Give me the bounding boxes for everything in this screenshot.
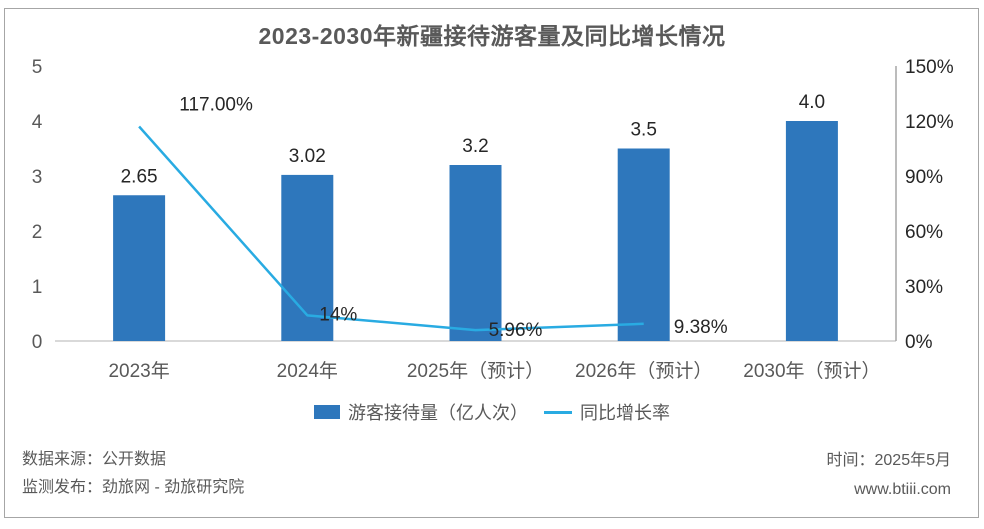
left-axis-tick: 2 xyxy=(32,222,43,243)
bar-value-label: 2.65 xyxy=(121,166,158,187)
left-axis-tick: 1 xyxy=(32,277,43,298)
growth-rate-label: 9.38% xyxy=(674,317,728,338)
bar xyxy=(617,148,670,341)
right-axis-tick: 90% xyxy=(905,167,943,188)
data-source-text: 数据来源：公开数据 xyxy=(22,451,167,468)
bar-value-label: 3.5 xyxy=(630,120,656,141)
chart-title: 2023-2030年新疆接待游客量及同比增长情况 xyxy=(258,23,726,49)
publisher-text: 监测发布：劲旅网 - 劲旅研究院 xyxy=(22,479,245,496)
legend-item-visitors: 游客接待量（亿人次） xyxy=(314,399,528,425)
x-axis-label: 2026年（预计） xyxy=(575,360,712,382)
footer-right: 时间：2025年5月 www.btiii.com xyxy=(827,446,952,504)
bar xyxy=(449,165,502,341)
legend-bar-swatch-icon xyxy=(314,405,340,419)
x-axis-label: 2024年 xyxy=(277,360,338,382)
right-axis-tick: 150% xyxy=(905,57,954,78)
left-axis-tick: 4 xyxy=(32,112,43,133)
bar xyxy=(785,121,838,341)
right-axis-tick: 30% xyxy=(905,277,943,298)
growth-rate-label: 14% xyxy=(319,304,357,325)
x-axis-label: 2025年（预计） xyxy=(407,360,544,382)
x-axis-label: 2030年（预计） xyxy=(743,360,880,382)
left-axis-tick: 0 xyxy=(32,332,43,353)
right-axis-tick: 0% xyxy=(905,332,933,353)
right-axis-tick: 120% xyxy=(905,112,954,133)
growth-line xyxy=(138,125,644,332)
website-text: www.btiii.com xyxy=(854,481,951,498)
bar-value-label: 4.0 xyxy=(799,92,825,113)
chart-frame xyxy=(4,8,979,518)
x-axis-label: 2023年 xyxy=(108,360,169,382)
footer-left: 数据来源：公开数据 监测发布：劲旅网 - 劲旅研究院 xyxy=(22,446,244,502)
bar-value-label: 3.2 xyxy=(462,136,488,157)
bar xyxy=(113,195,166,341)
chart-legend: 游客接待量（亿人次） 同比增长率 xyxy=(0,399,984,425)
left-axis-tick: 5 xyxy=(32,57,43,78)
legend-item-growth: 同比增长率 xyxy=(544,399,670,425)
growth-rate-label: 5.96% xyxy=(489,320,543,341)
legend-line-swatch-icon xyxy=(544,410,572,414)
right-axis-tick: 60% xyxy=(905,222,943,243)
legend-bar-label: 游客接待量（亿人次） xyxy=(348,403,528,423)
legend-line-label: 同比增长率 xyxy=(580,403,670,423)
report-time-text: 时间：2025年5月 xyxy=(826,452,952,469)
bar-value-label: 3.02 xyxy=(289,146,326,167)
bar xyxy=(281,174,334,341)
growth-rate-label: 117.00% xyxy=(179,95,253,116)
left-axis-tick: 3 xyxy=(32,167,43,188)
